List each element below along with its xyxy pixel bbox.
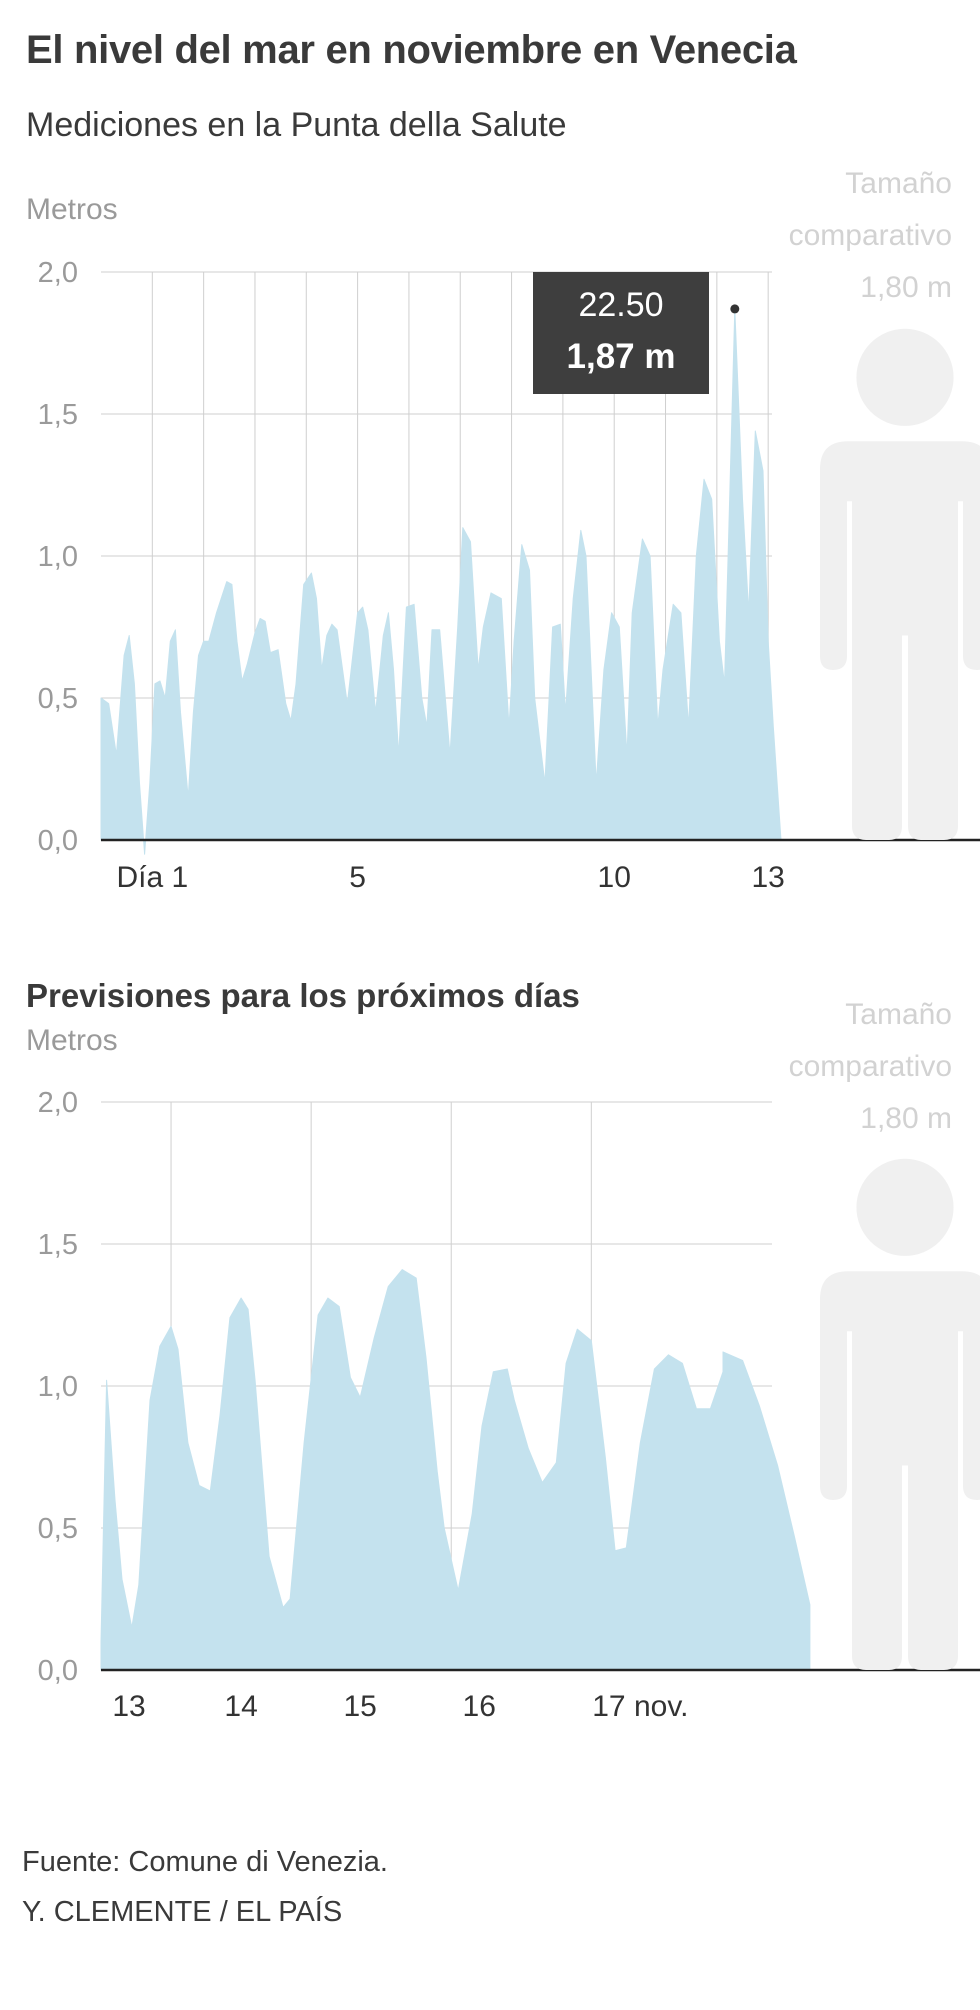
y-tick-label: 0,5 bbox=[38, 683, 78, 715]
x-tick-label: 17 nov. bbox=[592, 1690, 688, 1723]
x-tick-label: 15 bbox=[343, 1690, 376, 1723]
x-tick-label: 10 bbox=[598, 861, 631, 894]
person-silhouette-icon bbox=[820, 328, 980, 840]
page-title: El nivel del mar en noviembre en Venecia bbox=[26, 28, 797, 72]
y-tick-label: 2,0 bbox=[38, 1087, 78, 1119]
comparison-label: Tamaño bbox=[845, 167, 952, 200]
person-head bbox=[856, 1158, 954, 1256]
measurements-chart: Metros 0,0 0,5 1,0 1,5 2,0 Día 1 5 10 13 Tamaño com… bbox=[26, 167, 980, 894]
forecast-chart: Metros 0,0 0,5 1,0 1,5 2,0 13 14 15 16 17 nov. Tama… bbox=[26, 998, 980, 1723]
y-tick-label: 1,0 bbox=[38, 541, 78, 573]
x-tick-label: Día 1 bbox=[116, 861, 188, 894]
y-axis-label: Metros bbox=[26, 193, 118, 226]
x-tick-label: 13 bbox=[751, 861, 784, 894]
y-tick-label: 1,5 bbox=[38, 1229, 78, 1261]
y-tick-label: 2,0 bbox=[38, 257, 78, 289]
comparison-label: Tamaño bbox=[845, 998, 952, 1031]
page-subtitle: Mediciones en la Punta della Salute bbox=[26, 106, 567, 144]
source-note: Fuente: Comune di Venezia. bbox=[22, 1846, 388, 1878]
peak-time: 22.50 bbox=[578, 286, 663, 324]
y-tick-label: 1,5 bbox=[38, 399, 78, 431]
person-silhouette-icon bbox=[820, 1158, 980, 1670]
y-tick-label: 0,0 bbox=[38, 825, 78, 857]
x-tick-label: 16 bbox=[463, 1690, 496, 1723]
peak-value: 1,87 m bbox=[567, 337, 676, 376]
y-axis-label: Metros bbox=[26, 1024, 118, 1057]
comparison-label: 1,80 m bbox=[860, 271, 952, 304]
x-tick-label: 13 bbox=[112, 1690, 145, 1723]
sea-level-area bbox=[100, 1269, 811, 1671]
y-tick-label: 1,0 bbox=[38, 1371, 78, 1403]
person-body bbox=[820, 1271, 980, 1670]
x-tick-label: 5 bbox=[349, 861, 366, 894]
person-body bbox=[820, 441, 980, 840]
comparison-label: comparativo bbox=[789, 1050, 952, 1083]
credit-line: Y. CLEMENTE / EL PAÍS bbox=[22, 1896, 343, 1928]
y-tick-label: 0,0 bbox=[38, 1655, 78, 1687]
peak-tooltip bbox=[533, 272, 709, 394]
peak-marker bbox=[730, 304, 740, 314]
forecast-title: Previsiones para los próximos días bbox=[26, 977, 580, 1014]
x-tick-label: 14 bbox=[224, 1690, 257, 1723]
sea-level-area bbox=[100, 308, 782, 855]
y-tick-label: 0,5 bbox=[38, 1513, 78, 1545]
comparison-label: 1,80 m bbox=[860, 1102, 952, 1135]
person-head bbox=[856, 328, 954, 426]
comparison-label: comparativo bbox=[789, 219, 952, 252]
